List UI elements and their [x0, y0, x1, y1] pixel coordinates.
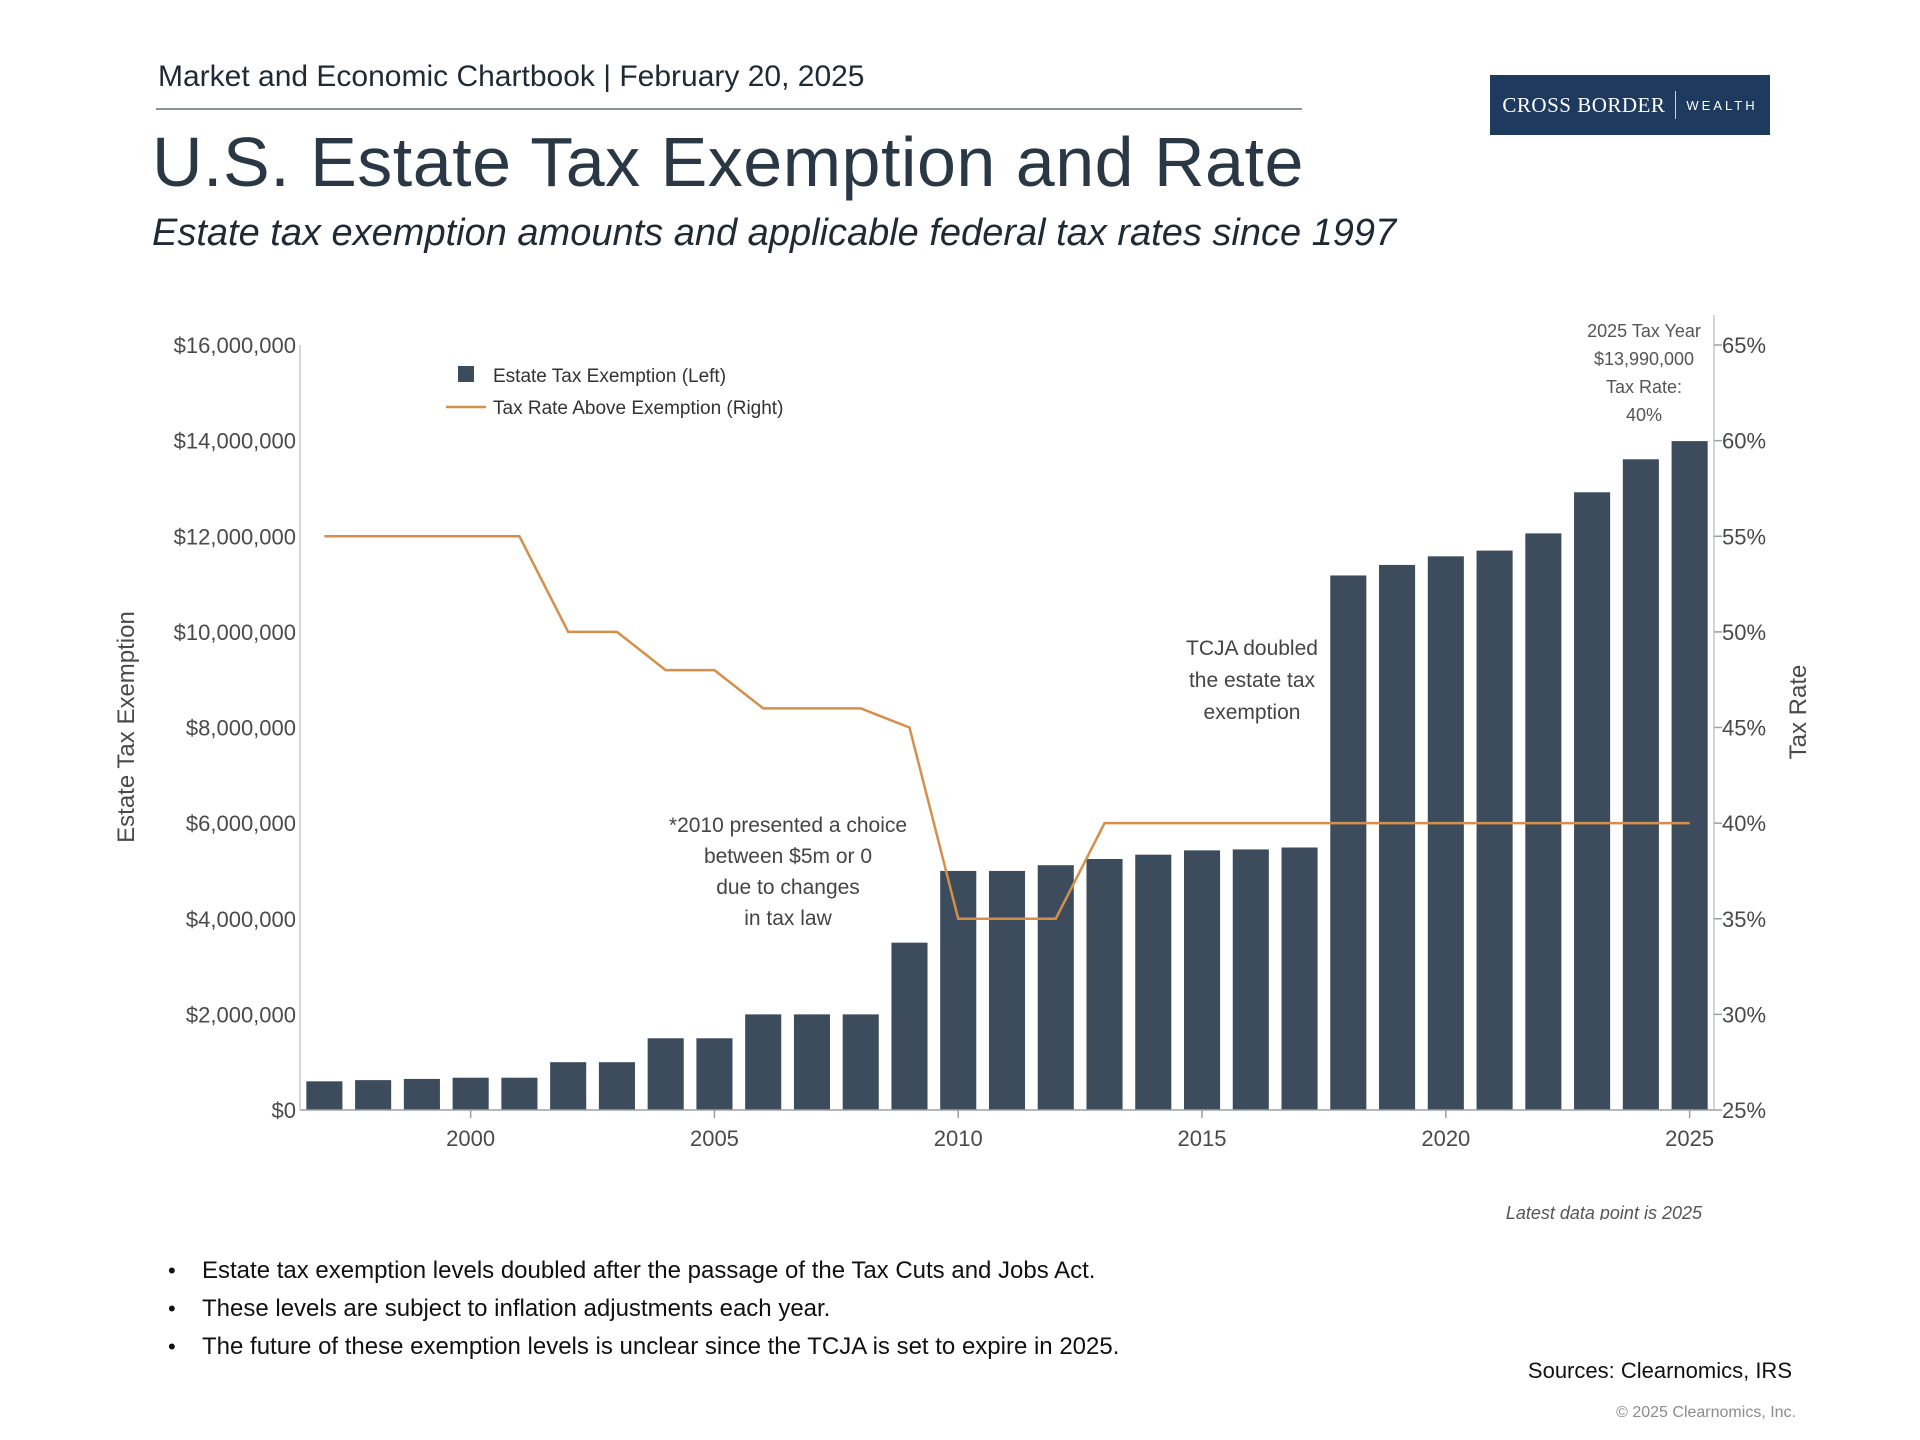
logo-text-right: WEALTH [1686, 97, 1758, 113]
callout-2025-line: Tax Rate: [1606, 377, 1682, 397]
bar-2005 [696, 1038, 733, 1110]
note-2010-line: *2010 presented a choice [669, 814, 907, 837]
logo-divider [1675, 91, 1677, 119]
tax-rate-line [324, 535, 1690, 920]
y-tick-label-left: $14,000,000 [174, 429, 296, 454]
estate-tax-chart: 2000 2005 2010 2015 2020 2025 $0 $2,000,000 $4,0… [113, 315, 1812, 1220]
y-tick-label-left: $16,000,000 [174, 333, 296, 358]
y-tick-label-right: 30% [1722, 1002, 1766, 1027]
axes-layer: 2000 2005 2010 2015 2020 2025 $0 $2,000,000 $4,0… [113, 315, 1812, 1151]
annotations-layer: Estate Tax Exemption (Left) Tax Rate Abov… [446, 321, 1703, 1220]
y-tick-label-right: 35% [1722, 907, 1766, 932]
bar-2017 [1281, 847, 1318, 1110]
legend-label-line: Tax Rate Above Exemption (Right) [493, 398, 783, 419]
bullet-item: The future of these exemption levels is … [168, 1328, 1119, 1366]
x-tick-label-2010: 2010 [934, 1126, 983, 1151]
bar-1997 [306, 1081, 343, 1110]
bar-2024 [1622, 459, 1659, 1111]
y-tick-label-right: 60% [1722, 429, 1766, 454]
bullet-item: These levels are subject to inflation ad… [168, 1290, 1119, 1328]
note-tcja-line: exemption [1204, 701, 1301, 724]
y-tick-label-right: 45% [1722, 716, 1766, 741]
bar-2006 [745, 1014, 782, 1110]
bar-2000 [452, 1077, 489, 1110]
y-tick-label-left: $8,000,000 [186, 716, 296, 741]
bar-2019 [1379, 564, 1416, 1110]
bar-2025 [1671, 441, 1708, 1110]
bar-2011 [988, 870, 1026, 1110]
note-tcja-line: the estate tax [1189, 669, 1316, 692]
bullet-item: Estate tax exemption levels doubled afte… [168, 1252, 1119, 1290]
key-points-list: Estate tax exemption levels doubled afte… [168, 1252, 1119, 1366]
bar-1998 [355, 1080, 392, 1110]
legend-swatch-bar [458, 366, 474, 382]
bar-2013 [1086, 858, 1123, 1110]
x-tick-label-2005: 2005 [690, 1126, 739, 1151]
bar-2021 [1476, 550, 1513, 1110]
sources-note: Sources: Clearnomics, IRS [1527, 1358, 1792, 1383]
callout-2025-line: $13,990,000 [1594, 349, 1694, 369]
copyright-note: © 2025 Clearnomics, Inc. [1616, 1404, 1796, 1421]
y-tick-label-right: 50% [1722, 620, 1766, 645]
bar-2015 [1183, 850, 1221, 1110]
bar-2002 [550, 1062, 587, 1110]
legend-label-bar: Estate Tax Exemption (Left) [493, 366, 726, 387]
bar-2008 [842, 1014, 879, 1110]
x-tick-label-2025: 2025 [1665, 1126, 1714, 1151]
bar-2016 [1232, 849, 1269, 1110]
bar-2023 [1574, 492, 1611, 1110]
bar-2009 [891, 942, 928, 1110]
x-tick-label-2020: 2020 [1421, 1126, 1470, 1151]
bar-2018 [1330, 575, 1367, 1110]
page-title: U.S. Estate Tax Exemption and Rate [152, 123, 1304, 201]
page-subtitle: Estate tax exemption amounts and applica… [152, 212, 1397, 254]
x-tick-label-2000: 2000 [446, 1126, 495, 1151]
bar-1999 [403, 1078, 440, 1110]
note-2010-line: between $5m or 0 [704, 845, 872, 868]
brand-logo: CROSS BORDER WEALTH [1490, 75, 1770, 135]
bar-2012 [1037, 865, 1074, 1110]
bar-2020 [1427, 556, 1464, 1110]
note-2010-line: due to changes [716, 876, 860, 899]
y-axis-right-title: Tax Rate [1785, 665, 1812, 760]
logo-text-left: CROSS BORDER [1502, 92, 1666, 117]
chartbook-header: Market and Economic Chartbook | February… [158, 60, 865, 93]
y-tick-label-right: 55% [1722, 524, 1766, 549]
note-2010-line: in tax law [744, 907, 832, 930]
x-tick-label-2015: 2015 [1178, 1126, 1227, 1151]
bar-2003 [598, 1062, 635, 1110]
bar-2001 [501, 1077, 538, 1110]
callout-2025-line: 2025 Tax Year [1587, 321, 1701, 341]
note-tcja-line: TCJA doubled [1186, 637, 1318, 660]
y-tick-label-left: $10,000,000 [174, 620, 296, 645]
y-tick-label-right: 25% [1722, 1098, 1766, 1123]
callout-2025-line: 40% [1626, 405, 1662, 425]
y-tick-label-right: 40% [1722, 811, 1766, 836]
line-layer [324, 535, 1690, 920]
y-axis-left-title: Estate Tax Exemption [113, 611, 140, 843]
header-divider [156, 108, 1302, 110]
bar-2004 [647, 1038, 684, 1110]
bar-2010 [940, 870, 977, 1110]
y-tick-label-left: $6,000,000 [186, 811, 296, 836]
bars-layer [306, 441, 1708, 1111]
bar-2007 [793, 1014, 831, 1110]
y-tick-label-left: $4,000,000 [186, 907, 296, 932]
bar-2022 [1525, 533, 1562, 1110]
bar-2014 [1135, 854, 1172, 1110]
y-tick-label-left: $0 [272, 1098, 296, 1123]
y-tick-label-left: $2,000,000 [186, 1002, 296, 1027]
latest-data-note: Latest data point is 2025 [1506, 1203, 1703, 1220]
y-tick-label-right: 65% [1722, 333, 1766, 358]
y-tick-label-left: $12,000,000 [174, 524, 296, 549]
